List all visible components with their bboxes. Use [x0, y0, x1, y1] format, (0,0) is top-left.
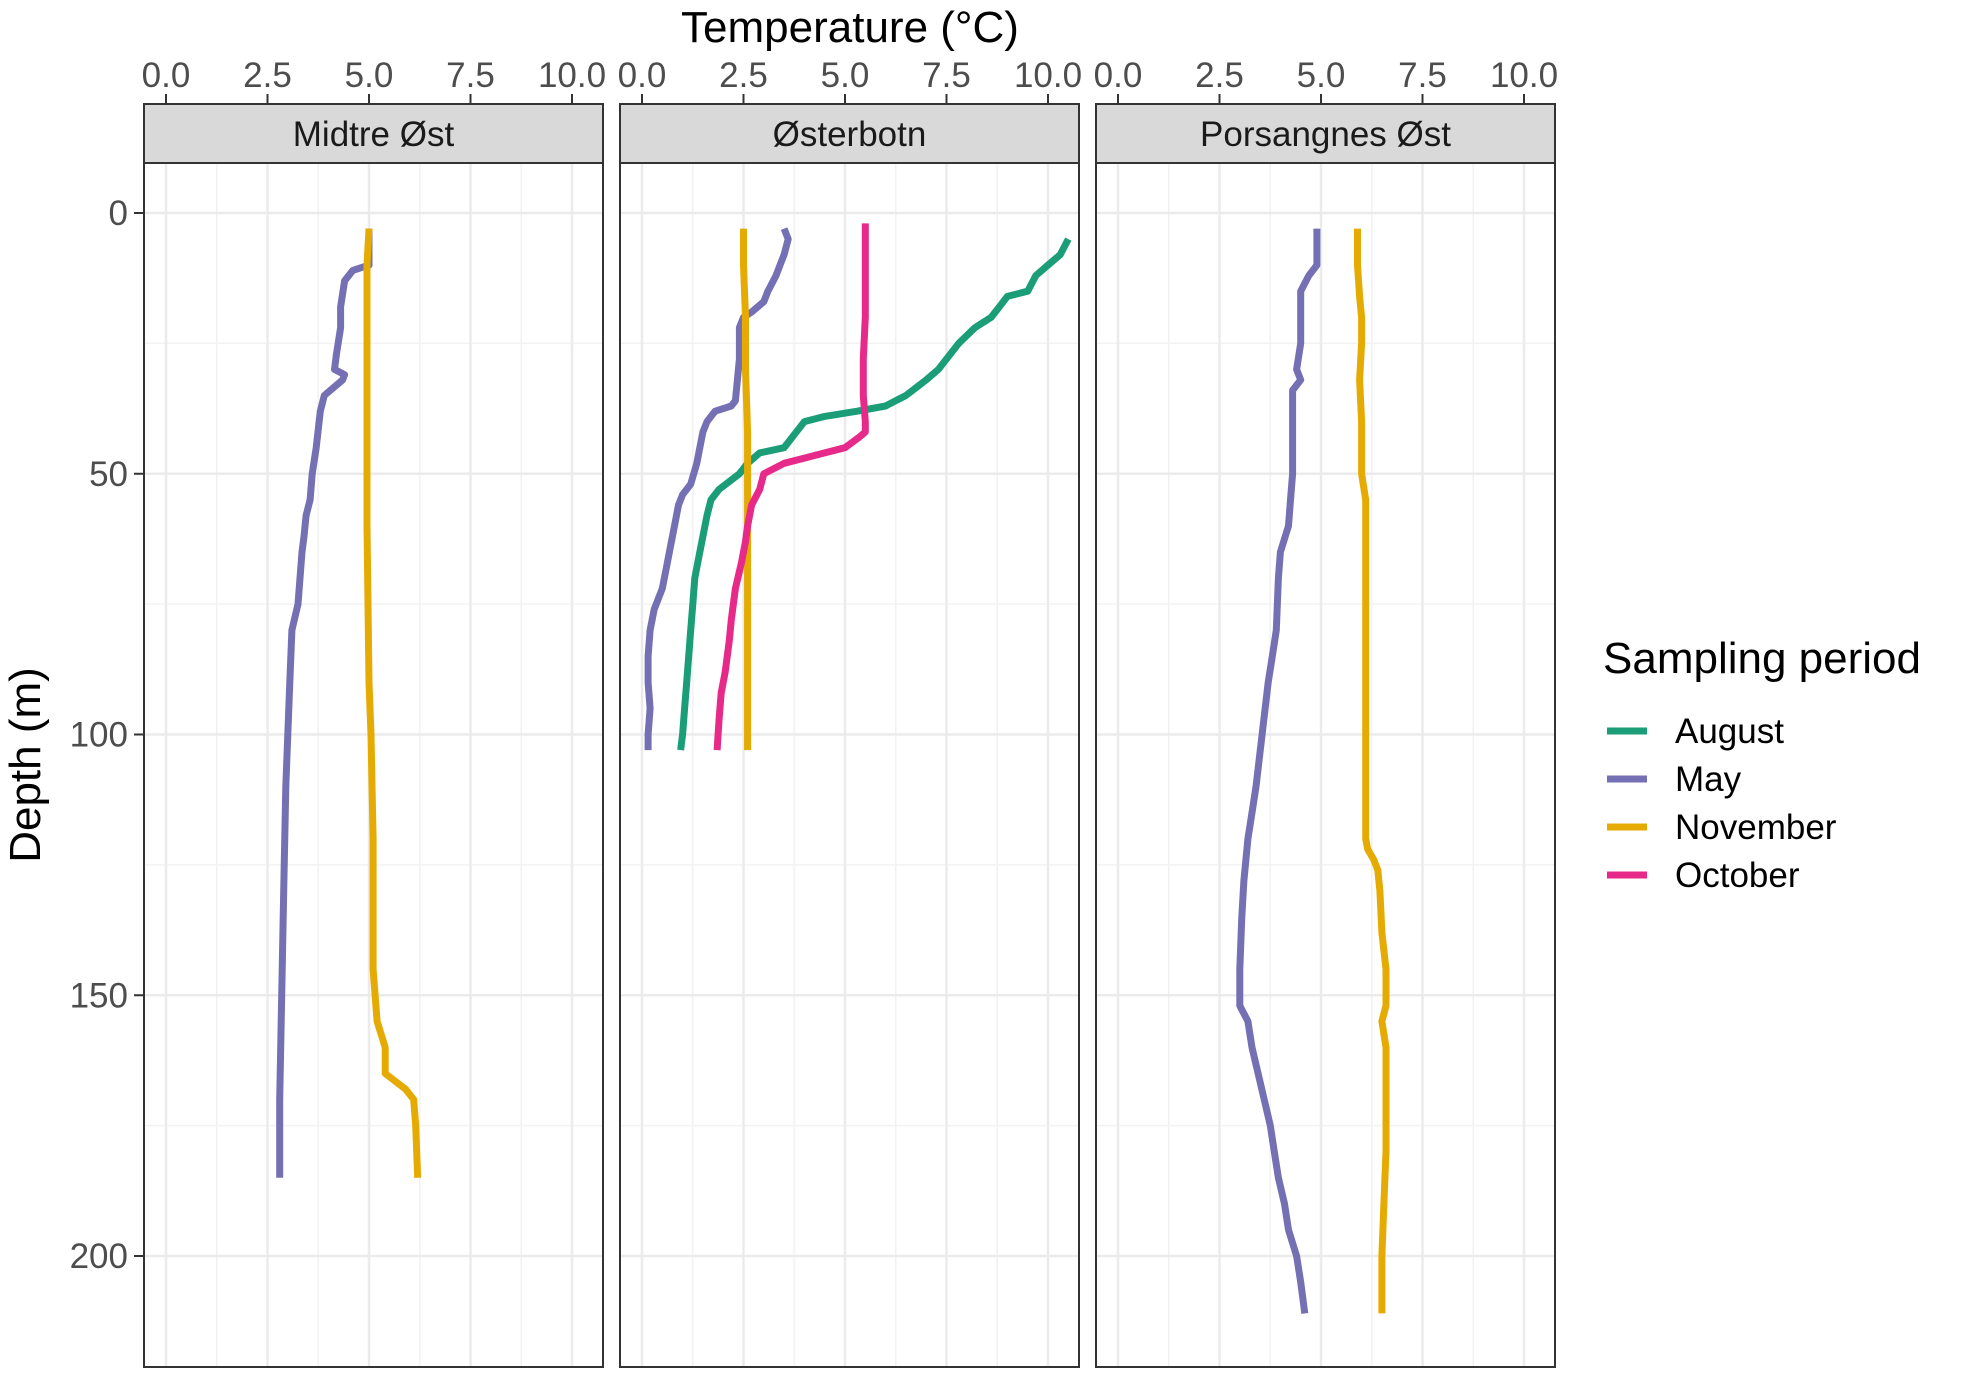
- legend: Sampling period August May November October: [1603, 634, 1921, 895]
- panel-2: Porsangnes Øst 0.0 2.5 5.0 7.5 10.0: [1094, 56, 1558, 1368]
- facet-strip: [1095, 103, 1556, 164]
- series-line-august: [677, 237, 1072, 751]
- x-axis-title: Temperature (°C): [681, 3, 1019, 52]
- facet-label: Østerbotn: [773, 115, 927, 154]
- series-line-november: [363, 228, 422, 1178]
- series-line-november: [740, 228, 752, 751]
- legend-title: Sampling period: [1603, 634, 1921, 683]
- y-tick-label: 150: [70, 976, 128, 1015]
- x-tick-label: 7.5: [446, 56, 495, 95]
- x-tick-label: 10.0: [538, 56, 606, 95]
- panel-1: Østerbotn 0.0 2.5 5.0 7.5 10.0: [618, 56, 1082, 1368]
- x-tick-label: 7.5: [922, 56, 971, 95]
- panel-background: [1096, 163, 1555, 1367]
- facet-label: Midtre Øst: [293, 115, 455, 154]
- legend-label: May: [1675, 760, 1742, 799]
- y-axis-title: Depth (m): [1, 667, 50, 863]
- x-tick-label: 5.0: [345, 56, 394, 95]
- x-tick-label: 2.5: [1195, 56, 1244, 95]
- facet-strip: [619, 103, 1080, 164]
- panel-background: [620, 163, 1079, 1367]
- legend-label: October: [1675, 856, 1800, 895]
- panel-0: Midtre Øst 0.0 2.5 5.0 7.5 10.0 0 50 100 150 200: [70, 56, 606, 1368]
- legend-label: November: [1675, 808, 1837, 847]
- y-tick-label: 0: [109, 194, 128, 233]
- series-line-may: [1236, 228, 1321, 1314]
- x-tick-label: 0.0: [618, 56, 667, 95]
- facet-strip: [143, 103, 604, 164]
- series-line-may: [644, 227, 792, 751]
- x-tick-label: 0.0: [1094, 56, 1143, 95]
- x-tick-label: 5.0: [821, 56, 870, 95]
- x-tick-label: 0.0: [142, 56, 191, 95]
- x-tick-label: 10.0: [1490, 56, 1558, 95]
- x-tick-label: 10.0: [1014, 56, 1082, 95]
- y-tick-label: 200: [70, 1237, 128, 1276]
- y-tick-label: 50: [89, 455, 128, 494]
- series-line-october: [713, 223, 869, 751]
- x-tick-label: 2.5: [243, 56, 292, 95]
- x-tick-label: 2.5: [719, 56, 768, 95]
- y-tick-label: 100: [70, 716, 128, 755]
- facet-label: Porsangnes Øst: [1200, 115, 1451, 154]
- chart-root: Midtre Øst 0.0 2.5 5.0 7.5 10.0 0 50 100 150 200 Øs…: [1, 3, 1921, 1368]
- x-tick-label: 5.0: [1297, 56, 1346, 95]
- series-line-november: [1354, 228, 1390, 1314]
- x-tick-label: 7.5: [1398, 56, 1447, 95]
- legend-label: August: [1675, 712, 1784, 751]
- series-line-may: [276, 228, 373, 1178]
